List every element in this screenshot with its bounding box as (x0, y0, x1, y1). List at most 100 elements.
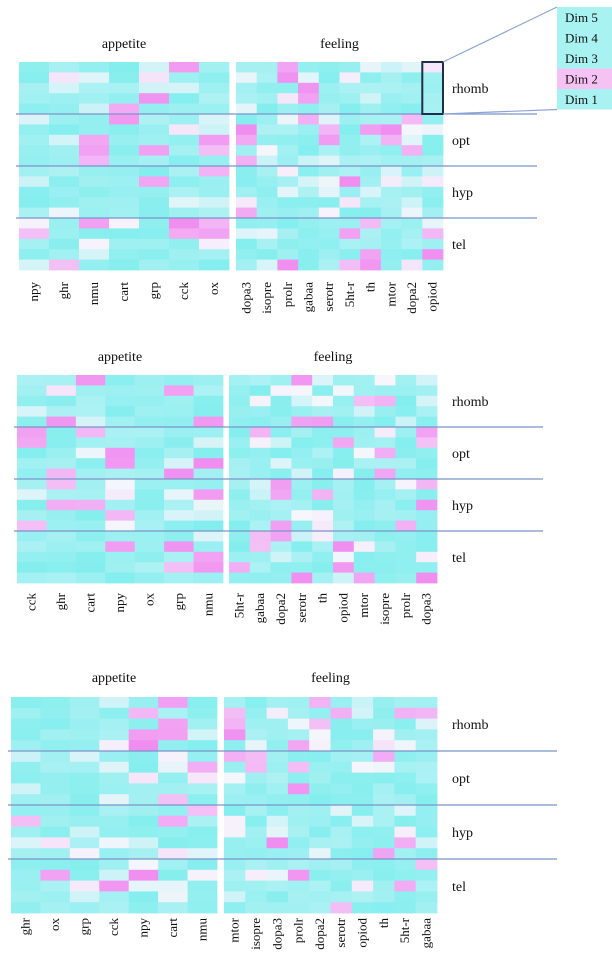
heatmap-cell (422, 176, 444, 188)
heatmap-cell (49, 155, 80, 167)
heatmap-cell (236, 155, 258, 167)
heatmap-cell (224, 859, 246, 871)
heatmap-cell (17, 406, 47, 417)
heatmap-cell (169, 82, 200, 94)
heatmap-cell (298, 249, 320, 260)
heatmap-cell (69, 729, 100, 741)
gene-label-feeling: isopre (377, 593, 392, 625)
heatmap-cell (17, 551, 47, 563)
heatmap-cell (333, 479, 355, 490)
heatmap-cell (224, 729, 246, 741)
heatmap-cell (401, 186, 423, 198)
heatmap-cell (415, 729, 438, 741)
heatmap-cell (380, 82, 402, 94)
heatmap-cell (422, 134, 444, 146)
heatmap-cell (353, 395, 375, 407)
heatmap-cell (373, 859, 395, 871)
heatmap-cell (19, 249, 50, 260)
heatmap-cell (270, 489, 292, 501)
heatmap-cell (287, 772, 310, 784)
heatmap-cell (256, 72, 278, 84)
heatmap-cell (158, 783, 188, 795)
heatmap-cell (109, 103, 140, 115)
heatmap-cell (229, 395, 251, 407)
heatmap-cell (75, 531, 106, 542)
heatmap-cell (46, 468, 77, 480)
heatmap-cell (291, 520, 313, 532)
heatmap-cell (256, 197, 278, 208)
heatmap-cell (245, 751, 267, 763)
heatmap-cell (169, 228, 200, 240)
heatmap-cell (187, 859, 218, 871)
heatmap-cell (351, 718, 374, 730)
heatmap-cell (373, 848, 395, 860)
heatmap-cell (330, 869, 353, 881)
heatmap-cell (187, 761, 218, 773)
heatmap-cell (394, 902, 417, 914)
heatmap-cell (330, 783, 353, 795)
heatmap-cell (79, 176, 110, 188)
heatmap-cell (236, 176, 258, 188)
heatmap-cell (128, 880, 159, 892)
legend-connector-top (442, 6, 558, 63)
heatmap-cell (158, 859, 188, 871)
heatmap-cell (40, 729, 71, 741)
dim-label: Dim 2 (565, 72, 598, 87)
heatmap-cell (139, 176, 170, 188)
heatmap-cell (199, 197, 230, 208)
heatmap-cell (40, 772, 71, 784)
heatmap-cell (169, 103, 200, 115)
heatmap-cell (394, 869, 417, 881)
heatmap-cell (99, 805, 130, 817)
heatmap-cell (339, 207, 361, 219)
gene-label-feeling: serotr (333, 917, 348, 947)
heatmap-cell (287, 761, 310, 773)
heatmap-cell (199, 82, 230, 94)
dim-legend: Dim 5 Dim 4 Dim 3 Dim 2 Dim 1 (442, 6, 612, 115)
heatmap-cell (229, 427, 251, 438)
heatmap-cell (309, 869, 331, 881)
heatmap-cell (270, 562, 292, 573)
heatmap-cell (139, 155, 170, 167)
heatmap-cell (287, 751, 310, 763)
heatmap-cell (291, 437, 313, 449)
heatmap-cell (134, 551, 165, 563)
heatmap-cell (266, 837, 289, 849)
heatmap-cell (394, 805, 417, 817)
heatmap-cell (360, 228, 382, 240)
heatmap-cell (291, 551, 313, 563)
heatmap-cell (395, 489, 417, 501)
heatmap-cell (164, 531, 194, 542)
heatmap-cell (266, 707, 289, 719)
heatmap-cell (270, 510, 292, 521)
heatmap-cell (339, 259, 361, 271)
heatmap-cell (105, 499, 136, 511)
heatmap-cell (79, 228, 110, 240)
heatmap-cell (394, 740, 417, 752)
heatmap-cell (270, 541, 292, 553)
heatmap-cell (360, 145, 382, 156)
heatmap-cell (224, 891, 246, 903)
heatmap-cell (69, 880, 100, 892)
heatmap-cell (164, 416, 194, 428)
heatmap-cell (105, 489, 136, 501)
heatmap-cell (416, 520, 438, 532)
heatmap-cell (236, 228, 258, 240)
heatmap-cell (416, 406, 438, 417)
heatmap-cell (312, 489, 334, 501)
heatmap-cell (75, 489, 106, 501)
heatmap-cell (11, 772, 41, 784)
heatmap-cell (373, 772, 395, 784)
heatmap-cell (422, 93, 444, 104)
heatmap-cell (333, 562, 355, 573)
heatmap-cell (199, 103, 230, 115)
heatmap-cell (99, 859, 130, 871)
heatmap-cell (79, 72, 110, 84)
heatmap-cell (256, 259, 278, 271)
heatmap-cell (49, 103, 80, 115)
heatmap-cell (158, 729, 188, 741)
heatmap-cell (46, 395, 77, 407)
heatmap-cell (309, 826, 331, 838)
heatmap-cell (99, 869, 130, 881)
heatmap-cell (229, 562, 251, 573)
